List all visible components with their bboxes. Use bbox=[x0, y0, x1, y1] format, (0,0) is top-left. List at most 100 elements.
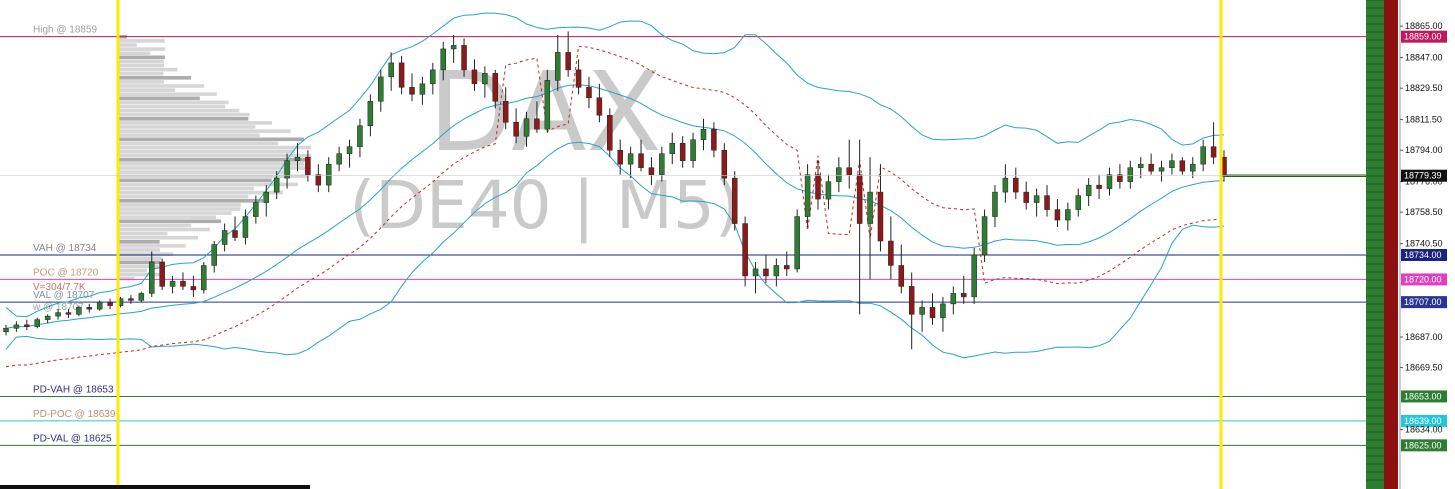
price-tag-high bbox=[1401, 30, 1447, 43]
price-tag-text-poc: 18720.00 bbox=[1404, 274, 1442, 284]
trailing-stop-line bbox=[5, 45, 1225, 368]
candle-body bbox=[950, 293, 957, 305]
panel-red-strip bbox=[1384, 0, 1398, 489]
candle-body bbox=[388, 62, 394, 78]
candle-body bbox=[502, 101, 509, 123]
price-tag-text-high: 18859.00 bbox=[1404, 32, 1442, 42]
profile-bar bbox=[119, 39, 165, 43]
candle-body bbox=[1023, 191, 1029, 203]
candle-body bbox=[731, 177, 738, 224]
scrollbar[interactable] bbox=[0, 485, 310, 489]
candle-body bbox=[669, 142, 676, 154]
candle-body bbox=[398, 62, 405, 88]
profile-bar bbox=[119, 67, 178, 72]
candle-body bbox=[648, 167, 655, 175]
candle-body bbox=[804, 174, 811, 217]
profile-bar bbox=[119, 178, 272, 183]
price-tag-val bbox=[1401, 296, 1447, 309]
candle-body bbox=[159, 261, 165, 287]
candle-body bbox=[138, 293, 145, 301]
candle-body bbox=[201, 265, 207, 291]
profile-bar bbox=[119, 141, 278, 146]
candle-body bbox=[357, 125, 363, 147]
candle-body bbox=[55, 312, 61, 317]
candle-body bbox=[367, 101, 374, 126]
candle-body bbox=[482, 73, 488, 85]
candle-body bbox=[190, 286, 197, 291]
profile-bar bbox=[119, 182, 298, 187]
watermark-subtitle: (DE40 | M5) bbox=[349, 167, 740, 244]
profile-bar bbox=[119, 149, 295, 154]
profile-bar bbox=[119, 47, 166, 51]
price-tag-pdvah bbox=[1401, 390, 1447, 403]
profile-bar bbox=[119, 244, 186, 248]
candle-body bbox=[846, 167, 852, 175]
candle-body bbox=[253, 202, 259, 217]
profile-bar bbox=[119, 256, 162, 260]
candle-body bbox=[825, 181, 832, 200]
candle-body bbox=[627, 153, 634, 165]
session-markers bbox=[0, 0, 1398, 489]
candle-body bbox=[169, 280, 176, 287]
level-label-val: VAL @ 18707 bbox=[33, 290, 95, 301]
profile-bar bbox=[119, 96, 200, 101]
candle-body bbox=[409, 87, 415, 95]
price-tick-label: 18669.50 bbox=[1405, 363, 1443, 373]
profile-bar bbox=[119, 240, 160, 244]
current-price-tag-text: 18779.39 bbox=[1404, 171, 1442, 181]
candle-body bbox=[607, 115, 613, 151]
candle-body bbox=[440, 48, 446, 71]
current-price-tag bbox=[1401, 169, 1447, 182]
candle-body bbox=[221, 230, 228, 245]
candle-body bbox=[867, 191, 873, 224]
candle-body bbox=[1117, 174, 1123, 182]
price-tick-label: 18829.50 bbox=[1405, 83, 1443, 93]
price-tag-vah bbox=[1401, 248, 1447, 261]
candle-body bbox=[784, 265, 790, 270]
profile-bar bbox=[119, 112, 250, 117]
price-tick-label: 18811.50 bbox=[1405, 115, 1442, 125]
candle-body bbox=[180, 280, 186, 287]
price-tag-text-pdpoc: 18639.00 bbox=[1404, 416, 1442, 426]
bollinger-bands bbox=[5, 12, 1225, 368]
price-tick-label: 18865.00 bbox=[1405, 21, 1443, 31]
profile-bar bbox=[119, 92, 217, 96]
profile-bar bbox=[119, 199, 264, 203]
candle-body bbox=[960, 293, 967, 298]
profile-bar bbox=[119, 63, 164, 68]
candle-body bbox=[981, 216, 988, 256]
candle-body bbox=[992, 191, 998, 217]
panel-green-strip bbox=[1366, 0, 1384, 489]
candle-body bbox=[336, 153, 342, 165]
profile-bar bbox=[119, 100, 229, 105]
candle-body bbox=[346, 146, 353, 154]
candle-body bbox=[96, 301, 103, 310]
price-tag-text-val: 18707.00 bbox=[1404, 297, 1442, 307]
extra-label: V=304/7.7K bbox=[33, 282, 86, 293]
profile-bar bbox=[119, 59, 164, 64]
level-label-pdval: PD-VAL @ 18625 bbox=[33, 433, 112, 444]
candle-body bbox=[65, 312, 72, 315]
profile-bar bbox=[119, 223, 192, 228]
candles bbox=[3, 31, 1227, 350]
candle-body bbox=[128, 298, 134, 301]
profile-bar bbox=[119, 108, 240, 113]
profile-bar bbox=[119, 43, 137, 47]
profile-bar bbox=[119, 235, 199, 240]
profile-bar bbox=[119, 137, 304, 142]
profile-bar bbox=[119, 51, 151, 55]
candle-body bbox=[929, 307, 936, 319]
profile-bar bbox=[119, 276, 135, 281]
candle-body bbox=[1085, 184, 1092, 196]
candle-body bbox=[148, 261, 155, 294]
candle-body bbox=[263, 191, 270, 203]
candle-body bbox=[471, 69, 478, 85]
price-axis[interactable]: 18865.00 18847.00 18829.50 18811.50 18794.00… bbox=[1399, 0, 1447, 489]
profile-bar bbox=[119, 268, 148, 273]
candle-body bbox=[721, 149, 728, 179]
candle-body bbox=[554, 52, 561, 81]
candle-body bbox=[877, 191, 884, 242]
candle-body bbox=[586, 87, 592, 99]
price-tick-label: 18634.00 bbox=[1405, 425, 1443, 435]
